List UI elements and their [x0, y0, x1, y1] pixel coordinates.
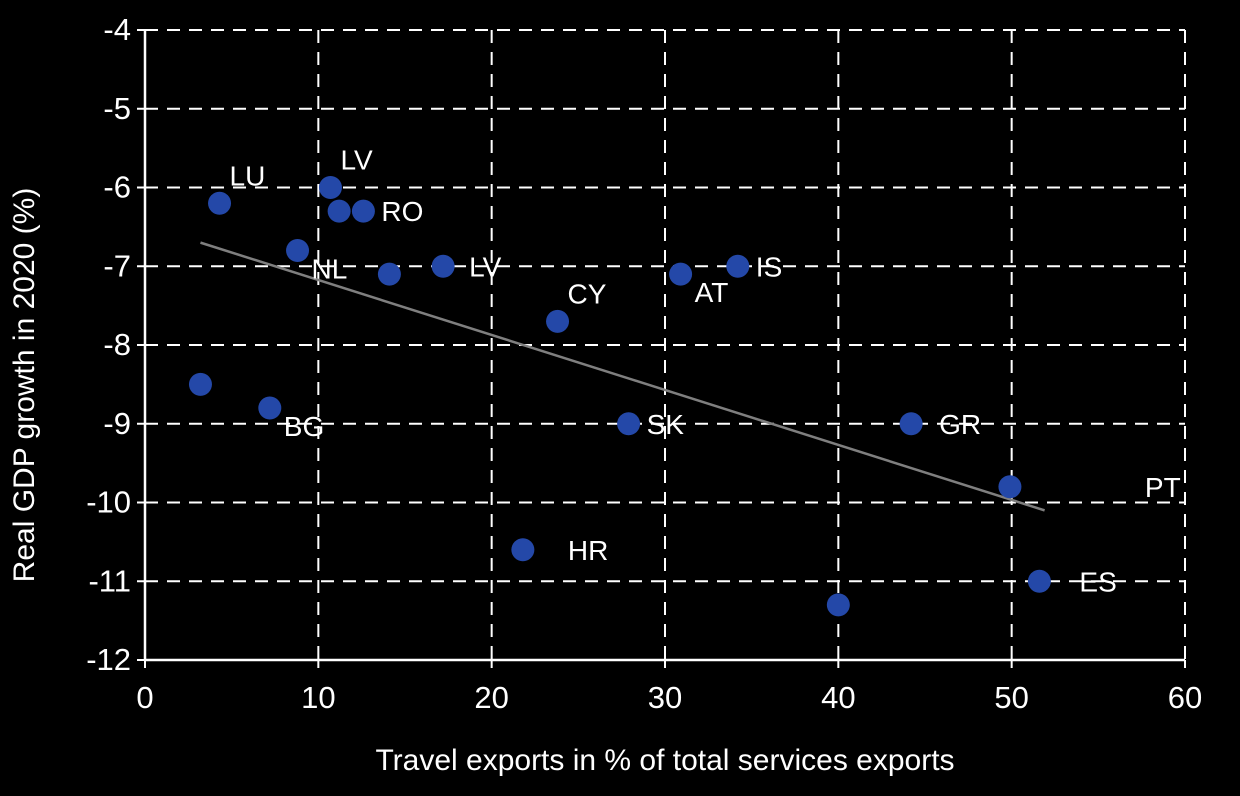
data-point	[258, 396, 282, 420]
x-tick-label: 20	[474, 680, 508, 715]
data-point-label: GR	[939, 409, 981, 440]
x-tick-label: 60	[1168, 680, 1202, 715]
data-point-label: HR	[568, 535, 608, 566]
data-point	[208, 191, 232, 215]
y-tick-label: -6	[103, 170, 131, 205]
y-tick-label: -5	[103, 91, 131, 126]
y-axis-title: Real GDP growth in 2020 (%)	[8, 188, 41, 583]
data-point	[998, 475, 1022, 499]
tick-labels: 0 10 20 30 40 50 60 -4 -5 -6 -7 -8 -9 -10 -11 -12	[86, 12, 1202, 715]
data-point	[431, 254, 455, 278]
data-point-label: CY	[568, 278, 607, 309]
data-point-label: LV	[469, 251, 501, 282]
y-tick-label: -9	[103, 406, 131, 441]
data-point	[726, 254, 750, 278]
y-tick-label: -11	[88, 563, 131, 598]
data-points: LU LV RO NL LV CY AT IS BG SK GR PT HR ES	[188, 145, 1181, 617]
data-point	[327, 199, 351, 223]
data-point-label: LU	[230, 160, 266, 191]
y-tick-label: -10	[86, 485, 131, 520]
data-point-label: LV	[340, 145, 372, 176]
trend-line-layer	[200, 241, 1045, 512]
data-point	[617, 412, 641, 436]
x-tick-label: 40	[821, 680, 855, 715]
y-tick-label: -4	[103, 12, 131, 47]
y-tick-label: -12	[86, 642, 131, 677]
data-point	[826, 593, 850, 617]
data-point-label: ES	[1079, 566, 1116, 597]
data-point	[318, 176, 342, 199]
data-point	[546, 309, 570, 333]
x-tick-label: 50	[994, 680, 1028, 715]
data-point-label: AT	[695, 277, 729, 308]
y-tick-label: -7	[103, 248, 131, 283]
x-tick-label: 10	[301, 680, 335, 715]
data-point-label: NL	[312, 254, 348, 285]
y-tick-label: -8	[103, 327, 131, 362]
data-point	[1027, 569, 1051, 593]
x-tick-label: 30	[648, 680, 682, 715]
data-point	[377, 262, 401, 286]
data-point-label: SK	[647, 409, 685, 440]
trend-line	[200, 241, 1045, 512]
axes	[137, 29, 1186, 668]
data-point	[669, 262, 693, 286]
data-point-label: IS	[756, 251, 782, 282]
data-point-label: PT	[1145, 472, 1181, 503]
gridlines	[145, 29, 1186, 660]
data-point	[899, 412, 923, 436]
data-point	[351, 199, 375, 223]
data-point	[286, 239, 310, 262]
data-point-label: BG	[284, 411, 324, 442]
x-axis-title: Travel exports in % of total services ex…	[375, 744, 954, 777]
data-point-label: RO	[381, 196, 423, 227]
x-tick-label: 0	[136, 680, 153, 715]
data-point	[511, 538, 535, 562]
data-point	[188, 372, 212, 396]
